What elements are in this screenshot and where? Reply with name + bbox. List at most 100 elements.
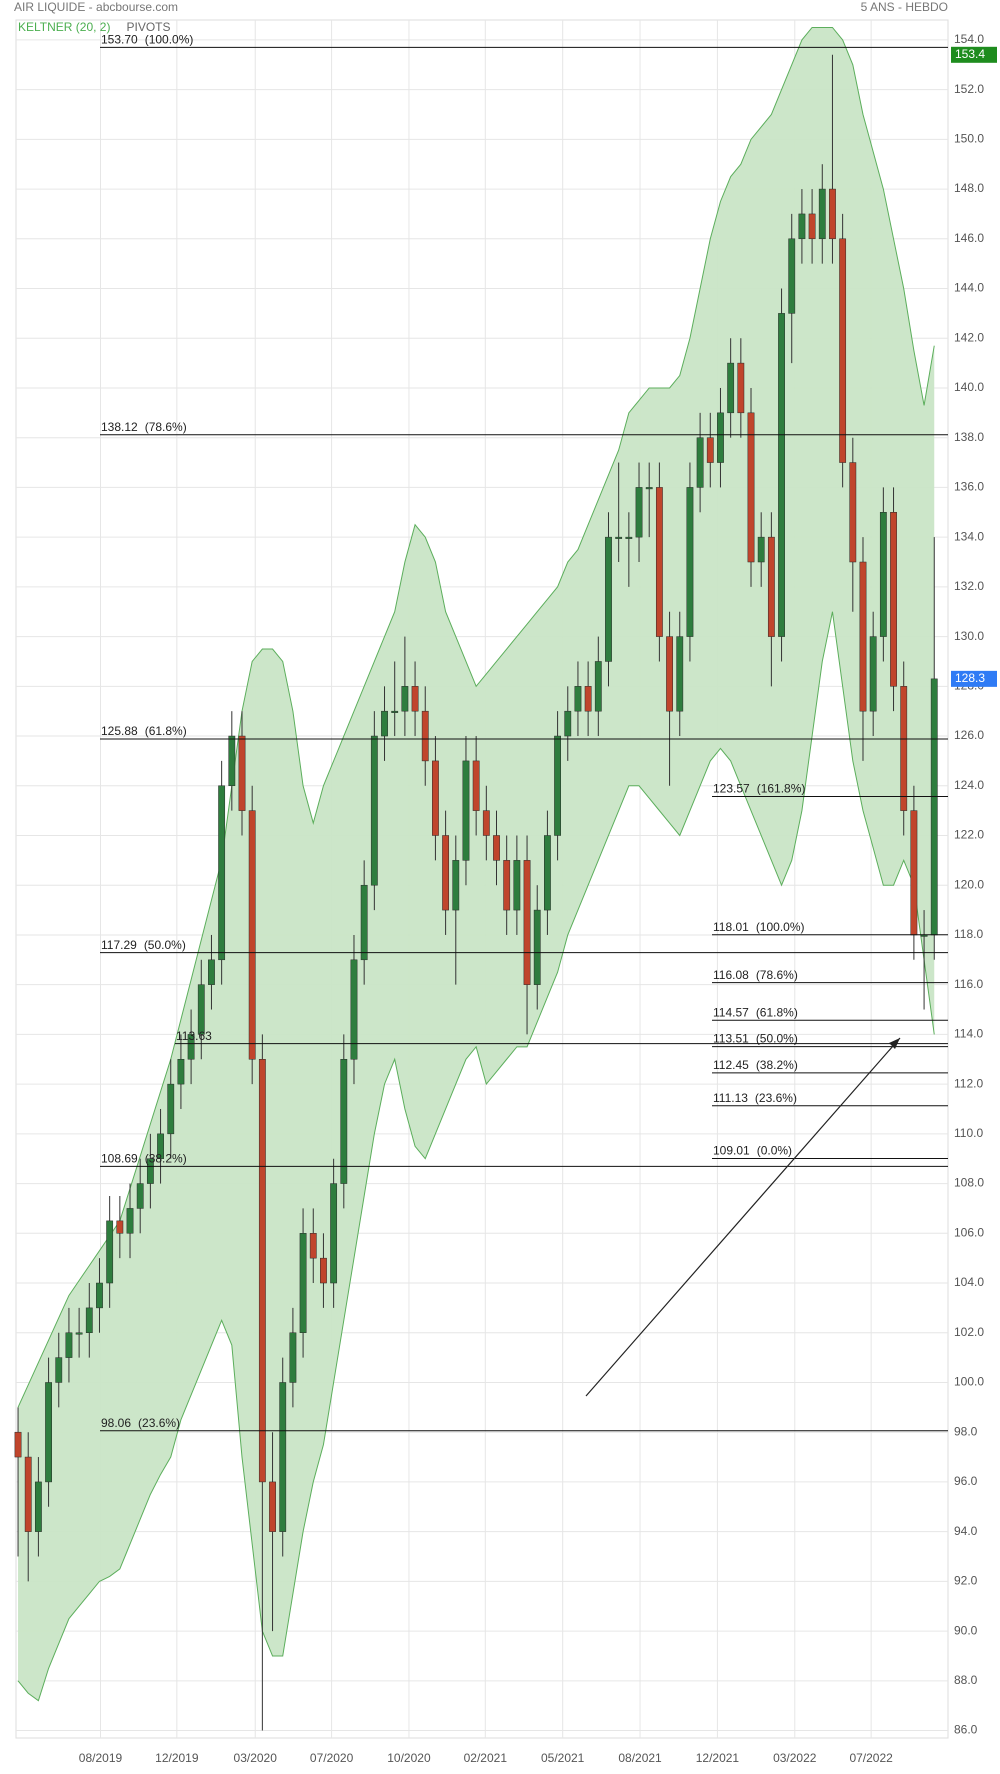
y-tick-label: 110.0	[954, 1126, 983, 1140]
candle-body	[75, 1332, 83, 1335]
fib-label: 108.69	[101, 1152, 138, 1166]
candles	[14, 54, 938, 1731]
candle-body	[930, 678, 938, 936]
indicator-label: PIVOTS	[126, 20, 170, 34]
x-tick-label: 05/2021	[541, 1751, 585, 1765]
y-tick-label: 134.0	[954, 529, 984, 543]
candle-body	[136, 1183, 144, 1209]
y-tick-label: 92.0	[954, 1574, 978, 1588]
candle-body	[625, 536, 633, 539]
fib-label: 117.29	[101, 938, 137, 952]
candle-body	[737, 362, 745, 414]
fib-ratio: (23.6%)	[755, 1091, 797, 1105]
candle-body	[788, 238, 796, 314]
candle-body	[859, 561, 867, 712]
keltner-band	[17, 26, 935, 1702]
candle-body	[594, 661, 602, 712]
y-tick-label: 122.0	[954, 828, 984, 842]
x-tick-label: 12/2019	[155, 1751, 199, 1765]
candle-body	[116, 1220, 124, 1234]
fib-ratio: (100.0%)	[756, 920, 805, 934]
candle-body	[890, 512, 897, 687]
candle-body	[808, 213, 816, 240]
candle-body	[289, 1332, 297, 1383]
candle-body	[381, 710, 388, 737]
price-tag-label: 128.3	[955, 671, 985, 685]
candle-body	[411, 686, 419, 712]
price-tag	[951, 670, 997, 687]
fib-ratio: (161.8%)	[757, 782, 806, 796]
y-tick-label: 108.0	[954, 1176, 984, 1190]
candle-body	[523, 860, 531, 985]
candle-body	[421, 710, 429, 762]
candle-body	[747, 412, 755, 563]
fibonacci: 153.70 (100.0%) 138.12 (78.6%) 125.88 (61.8%)…	[100, 33, 948, 1432]
candle-body	[330, 1183, 338, 1284]
y-tick-label: 146.0	[954, 231, 984, 245]
candle-body	[798, 213, 806, 240]
fib-label: 114.57	[713, 1005, 749, 1019]
candle-body	[269, 1481, 276, 1532]
candle-body	[676, 636, 684, 712]
fib-ratio: (50.0%)	[144, 938, 186, 952]
candle-body	[96, 1282, 103, 1309]
y-tick-label: 114.0	[954, 1027, 983, 1041]
candle-body	[299, 1233, 307, 1333]
y-tick-label: 100.0	[954, 1375, 984, 1389]
candle-body	[554, 735, 561, 836]
candle-body	[14, 1431, 22, 1458]
candle-body	[849, 462, 857, 563]
candle-body	[533, 909, 541, 985]
candle-body	[248, 810, 256, 1060]
y-tick-label: 130.0	[954, 629, 984, 643]
candle-body	[503, 860, 511, 911]
chart-title: AIR LIQUIDE - abcbourse.com	[14, 0, 178, 14]
y-tick-label: 148.0	[954, 181, 984, 195]
fib-label: 113.63	[176, 1029, 212, 1043]
y-tick-label: 94.0	[954, 1524, 978, 1538]
fib-label: 98.06	[101, 1416, 131, 1430]
candle-body	[564, 710, 572, 737]
x-tick-label: 08/2021	[618, 1751, 662, 1765]
y-tick-label: 116.0	[954, 977, 983, 991]
candle-body	[442, 835, 450, 911]
candle-body	[605, 536, 612, 662]
candle-body	[370, 735, 378, 886]
plot-border	[15, 19, 949, 1739]
fib-label: 116.08	[713, 968, 749, 982]
candle-body	[574, 686, 582, 712]
candle-body	[869, 636, 877, 712]
candle-body	[778, 313, 785, 637]
candle-body	[126, 1208, 134, 1234]
fib-ratio: (38.2%)	[145, 1152, 187, 1166]
fib-label: 123.57	[713, 782, 750, 796]
candle-body	[360, 884, 368, 961]
y-tick-label: 98.0	[954, 1424, 978, 1438]
y-tick-label: 142.0	[954, 330, 984, 344]
candle-body	[910, 810, 918, 936]
candle-body	[839, 238, 847, 463]
y-tick-label: 144.0	[954, 281, 984, 295]
candle-body	[482, 810, 490, 836]
band-lower	[17, 611, 935, 1702]
x-tick-label: 07/2022	[849, 1751, 893, 1765]
candle-body	[513, 860, 521, 911]
x-tick-label: 08/2019	[79, 1751, 123, 1765]
candle-body	[462, 760, 470, 861]
candle-body	[452, 860, 460, 911]
candle-body	[279, 1382, 287, 1532]
fib-label: 112.45	[713, 1058, 749, 1072]
candle-body	[177, 1059, 185, 1085]
candle-body	[65, 1332, 73, 1358]
y-tick-label: 118.0	[954, 927, 983, 941]
fib-label: 118.01	[713, 920, 749, 934]
y-tick-label: 112.0	[954, 1076, 983, 1090]
fib-ratio: (100.0%)	[145, 33, 194, 47]
candle-body	[320, 1257, 327, 1284]
candle-body	[432, 760, 439, 836]
candle-body	[717, 412, 724, 463]
axes: 86.0 88.0 90.0 92.0 94.0 96.0 98.0 100.0 102.0 10…	[79, 32, 997, 1765]
fib-label: 138.12	[101, 420, 138, 434]
candle-body	[167, 1083, 175, 1135]
